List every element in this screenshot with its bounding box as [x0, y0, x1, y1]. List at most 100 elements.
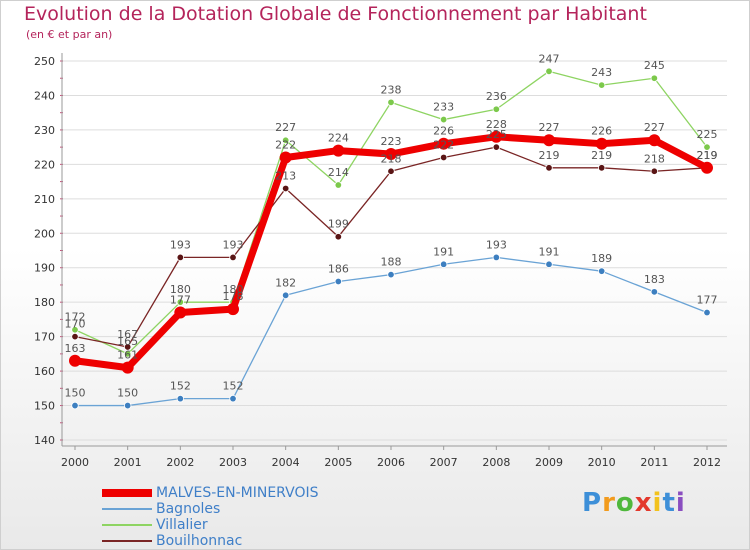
legend-label-bagnoles: Bagnoles	[156, 501, 221, 517]
logo-letter: x	[634, 488, 653, 518]
data-point	[281, 184, 290, 193]
data-point	[123, 343, 132, 351]
data-point	[701, 161, 713, 174]
data-label: 163	[65, 342, 86, 355]
data-point	[545, 164, 553, 172]
data-point	[490, 130, 503, 143]
logo-letter: i	[652, 488, 663, 518]
data-label: 222	[275, 138, 296, 151]
data-point	[492, 253, 501, 262]
data-label: 178	[223, 290, 244, 303]
data-label: 183	[644, 273, 665, 286]
x-tick-label: 2006	[377, 456, 405, 469]
data-point	[123, 401, 132, 410]
data-point	[492, 143, 501, 151]
legend-item-bouilhonnac: Bouilhonnac	[102, 533, 362, 549]
legend-swatch-villalier	[102, 524, 152, 526]
data-label: 188	[381, 256, 402, 269]
data-label: 226	[591, 125, 612, 138]
y-tick-label: 200	[34, 227, 55, 240]
x-tick-label: 2008	[482, 456, 510, 469]
data-label: 213	[275, 169, 296, 182]
y-tick-label: 170	[34, 331, 55, 344]
y-tick-label: 150	[34, 400, 55, 413]
legend-item-malves: MALVES-EN-MINERVOIS	[102, 485, 362, 501]
grid	[63, 60, 727, 441]
legend-swatch-malves	[102, 489, 152, 497]
data-label: 191	[539, 245, 560, 258]
data-label: 180	[223, 283, 244, 296]
legend-item-villalier: Villalier	[102, 517, 362, 533]
data-point	[176, 298, 185, 306]
data-label: 227	[275, 121, 296, 134]
data-label: 238	[381, 83, 402, 96]
data-point	[597, 267, 606, 275]
data-label: 152	[170, 380, 191, 393]
logo-letter: P	[582, 488, 603, 518]
series-line-villalier	[74, 70, 708, 355]
data-point	[648, 134, 661, 147]
x-tick-label: 2005	[324, 456, 352, 469]
data-point	[650, 167, 659, 175]
data-label: 152	[223, 380, 244, 393]
x-tick-label: 2003	[219, 456, 247, 469]
data-point	[387, 167, 395, 175]
data-label: 193	[170, 238, 191, 251]
data-label: 225	[697, 128, 718, 141]
data-label: 222	[433, 138, 454, 151]
data-label: 219	[539, 149, 560, 162]
data-point	[227, 303, 239, 316]
x-tick-label: 2002	[166, 456, 194, 469]
x-tick-label: 2012	[693, 456, 721, 469]
data-point	[229, 394, 237, 403]
data-label: 247	[539, 52, 560, 65]
data-label: 233	[433, 101, 454, 114]
y-tick-label: 250	[34, 55, 55, 68]
data-point	[174, 306, 187, 319]
data-point	[650, 288, 659, 296]
chart-title: Evolution de la Dotation Globale de Fonc…	[24, 3, 647, 25]
data-point	[334, 277, 343, 286]
data-point	[545, 67, 553, 76]
legend: MALVES-EN-MINERVOIS Bagnoles Villalier B…	[102, 485, 362, 549]
data-label: 167	[117, 328, 138, 341]
y-tick-label: 190	[34, 262, 55, 275]
x-tick-label: 2011	[640, 456, 668, 469]
data-label: 161	[117, 349, 138, 362]
data-label: 227	[539, 121, 560, 134]
data-point	[595, 137, 608, 150]
data-label: 236	[486, 90, 507, 103]
data-point	[71, 332, 79, 341]
proxiti-logo: Proxiti	[582, 488, 686, 518]
data-label: 180	[170, 283, 191, 296]
axes: 140 150 160 170 180 190 200 210 220 230 240 250 2000…	[34, 53, 727, 469]
data-point	[279, 151, 292, 164]
data-label: 191	[433, 245, 454, 258]
data-point	[176, 394, 185, 403]
legend-label-villalier: Villalier	[156, 517, 208, 533]
y-tick-label: 210	[34, 193, 55, 206]
data-point	[176, 253, 185, 262]
data-point	[597, 81, 606, 89]
data-label: 219	[697, 149, 718, 162]
data-point	[334, 181, 343, 189]
logo-letter: t	[662, 488, 676, 518]
data-label: 226	[433, 125, 454, 138]
data-label: 193	[486, 238, 507, 251]
data-label: 182	[275, 276, 296, 289]
data-point	[334, 233, 343, 241]
legend-label-malves: MALVES-EN-MINERVOIS	[156, 485, 319, 501]
y-tick-label: 240	[34, 89, 55, 102]
data-point	[597, 164, 606, 172]
data-point	[387, 98, 395, 107]
data-label: 219	[697, 149, 718, 162]
x-tick-label: 2007	[430, 456, 458, 469]
x-tick-label: 2010	[588, 456, 616, 469]
data-label: 150	[117, 387, 138, 400]
y-tick-label: 230	[34, 124, 55, 137]
data-point	[385, 148, 397, 161]
y-tick-label: 180	[34, 296, 55, 309]
logo-letter: r	[602, 488, 616, 518]
